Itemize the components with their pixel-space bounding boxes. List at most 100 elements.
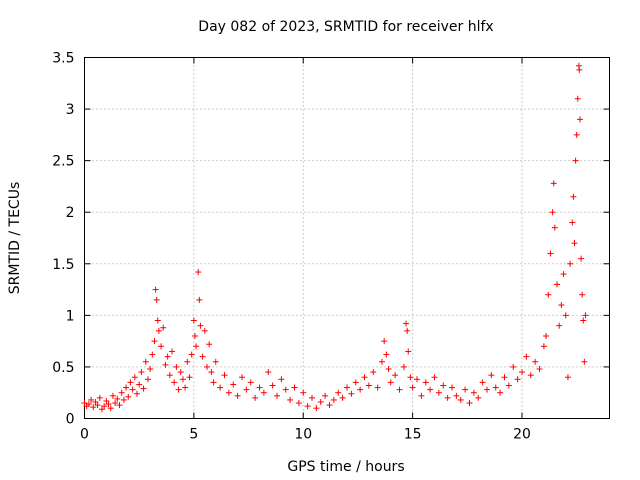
- data-point: [431, 374, 438, 381]
- data-point: [158, 343, 165, 350]
- data-point: [514, 376, 521, 383]
- data-point: [556, 322, 563, 329]
- data-point: [195, 269, 202, 276]
- data-point: [196, 296, 203, 303]
- data-point: [144, 376, 151, 383]
- data-point: [505, 382, 512, 389]
- data-point: [545, 291, 552, 298]
- data-point: [256, 384, 263, 391]
- data-point: [527, 372, 534, 379]
- data-point: [140, 385, 147, 392]
- data-point: [547, 250, 554, 257]
- data-point: [166, 372, 173, 379]
- data-point: [201, 327, 208, 334]
- data-point: [107, 405, 114, 412]
- data-point: [129, 386, 136, 393]
- data-point: [190, 317, 197, 324]
- data-point: [570, 193, 577, 200]
- data-point: [370, 369, 377, 376]
- data-point: [543, 332, 550, 339]
- data-point: [453, 392, 460, 399]
- data-point: [291, 384, 298, 391]
- data-point: [147, 365, 154, 372]
- data-point: [374, 384, 381, 391]
- data-point: [153, 296, 160, 303]
- data-point: [206, 341, 213, 348]
- data-point: [581, 358, 588, 365]
- x-tick-label: 5: [189, 427, 198, 443]
- data-point: [562, 312, 569, 319]
- data-point: [418, 392, 425, 399]
- data-point: [550, 180, 557, 187]
- x-tick-label: 20: [513, 427, 531, 443]
- y-tick-label: 1.5: [52, 257, 74, 273]
- data-point: [404, 327, 411, 334]
- data-point: [173, 363, 180, 370]
- data-points: [81, 62, 589, 413]
- data-point: [317, 398, 324, 405]
- data-point: [96, 394, 103, 401]
- data-point: [199, 353, 206, 360]
- data-point: [339, 394, 346, 401]
- data-point: [497, 389, 504, 396]
- y-axis-label: SRMTID / TECUs: [7, 182, 23, 295]
- data-point: [580, 317, 587, 324]
- data-point: [149, 351, 156, 358]
- grid-lines: [84, 57, 610, 419]
- data-point: [304, 403, 311, 410]
- data-point: [409, 384, 416, 391]
- y-tick-label: 3: [66, 102, 75, 118]
- data-point: [536, 365, 543, 372]
- data-point: [579, 291, 586, 298]
- data-point: [243, 386, 250, 393]
- data-point: [427, 386, 434, 393]
- data-point: [138, 369, 145, 376]
- data-point: [162, 361, 169, 368]
- data-point: [554, 281, 560, 288]
- data-point: [208, 369, 215, 376]
- data-point: [449, 384, 455, 391]
- data-point: [573, 131, 580, 138]
- data-point: [381, 338, 388, 345]
- data-point: [274, 392, 280, 399]
- data-point: [348, 390, 355, 397]
- data-point: [155, 327, 162, 334]
- data-point: [396, 386, 403, 393]
- data-point: [435, 389, 442, 396]
- data-point: [81, 400, 88, 407]
- axis-ticks: [84, 57, 610, 419]
- data-point: [154, 317, 161, 324]
- data-point: [300, 389, 307, 396]
- data-point: [549, 209, 556, 216]
- data-point: [134, 390, 140, 397]
- plot-frame: [84, 57, 610, 419]
- data-point: [239, 374, 245, 381]
- data-point: [287, 396, 294, 403]
- y-tick-label: 0.5: [52, 360, 74, 376]
- data-point: [523, 353, 530, 360]
- y-tick-label: 2: [66, 205, 75, 221]
- data-point: [322, 392, 329, 399]
- data-point: [313, 405, 320, 412]
- data-point: [152, 286, 159, 293]
- data-point: [357, 386, 364, 393]
- data-point: [260, 389, 267, 396]
- data-point: [470, 389, 477, 396]
- data-point: [109, 392, 116, 399]
- data-point: [576, 116, 583, 123]
- data-point: [269, 382, 276, 389]
- data-point: [188, 351, 195, 358]
- data-point: [125, 393, 132, 400]
- data-point: [571, 240, 578, 247]
- data-point: [574, 95, 581, 102]
- data-point: [457, 396, 464, 403]
- data-point: [444, 394, 451, 401]
- data-point: [94, 402, 101, 409]
- data-point: [99, 406, 105, 413]
- data-point: [177, 369, 184, 376]
- data-point: [169, 348, 175, 355]
- data-point: [510, 363, 517, 370]
- data-point: [540, 343, 547, 350]
